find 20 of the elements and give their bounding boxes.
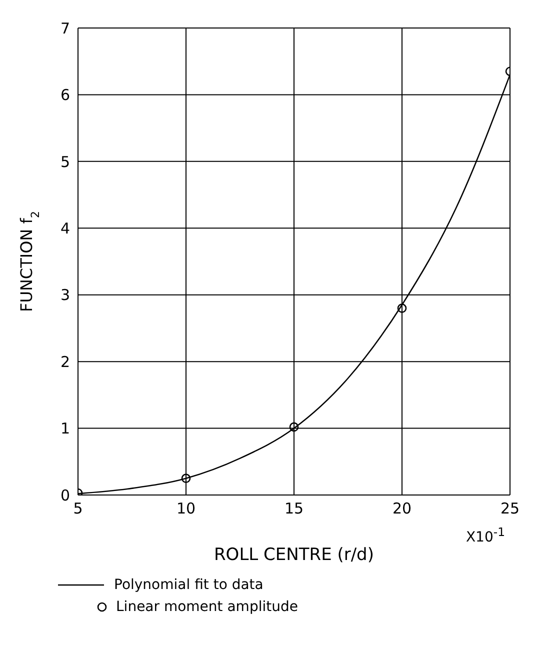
y-tick-label: 2 xyxy=(60,352,70,371)
x-axis-title: ROLL CENTRE (r/d) xyxy=(214,545,374,565)
x-tick-label: 5 xyxy=(73,500,83,518)
y-tick-label: 4 xyxy=(60,219,70,238)
x-tick-label: 20 xyxy=(392,500,412,518)
point xyxy=(397,304,407,313)
x-tick-label: 10 xyxy=(176,500,196,518)
point xyxy=(289,422,299,432)
x-tick-label: 25 xyxy=(500,500,520,518)
y-tick-label: 1 xyxy=(60,420,70,438)
y-tick-label: 7 xyxy=(60,19,70,38)
legend-label: Polynomial fit to data xyxy=(114,577,264,593)
legend-label: Linear moment amplitude xyxy=(116,599,298,615)
y-tick-label: 5 xyxy=(60,152,70,171)
y-tick-label: 6 xyxy=(60,86,70,104)
x-tick-label: 15 xyxy=(284,500,304,518)
text: X10$^{-1}$ xyxy=(466,525,505,546)
y-tick-label: 0 xyxy=(60,486,70,504)
point xyxy=(181,474,191,483)
y-tick-label: 3 xyxy=(60,286,70,304)
